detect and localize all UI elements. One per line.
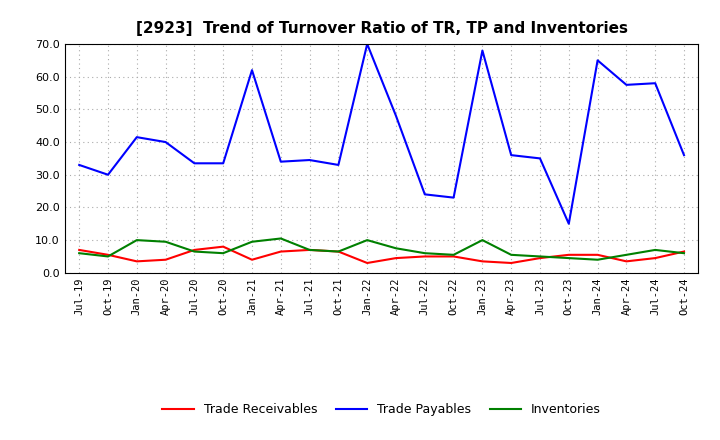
Trade Receivables (132, 259, 141, 264)
Trade Receivables (104, 252, 112, 257)
Trade Payables (564, 221, 573, 227)
Inventories (536, 254, 544, 259)
Trade Payables (536, 156, 544, 161)
Inventories (104, 254, 112, 259)
Trade Receivables (161, 257, 170, 262)
Inventories (363, 238, 372, 243)
Inventories (190, 249, 199, 254)
Inventories (507, 252, 516, 257)
Trade Payables (622, 82, 631, 88)
Trade Payables (651, 81, 660, 86)
Inventories (680, 250, 688, 256)
Inventories (248, 239, 256, 244)
Trade Receivables (536, 256, 544, 261)
Legend: Trade Receivables, Trade Payables, Inventories: Trade Receivables, Trade Payables, Inven… (157, 398, 606, 421)
Inventories (392, 246, 400, 251)
Trade Receivables (622, 259, 631, 264)
Trade Payables (449, 195, 458, 200)
Inventories (305, 247, 314, 253)
Trade Receivables (363, 260, 372, 266)
Trade Payables (507, 153, 516, 158)
Trade Payables (248, 67, 256, 73)
Trade Receivables (507, 260, 516, 266)
Trade Receivables (305, 247, 314, 253)
Inventories (75, 250, 84, 256)
Line: Trade Receivables: Trade Receivables (79, 247, 684, 263)
Trade Receivables (190, 247, 199, 253)
Trade Receivables (564, 252, 573, 257)
Trade Payables (75, 162, 84, 168)
Trade Receivables (478, 259, 487, 264)
Inventories (420, 250, 429, 256)
Trade Receivables (420, 254, 429, 259)
Trade Payables (334, 162, 343, 168)
Trade Receivables (449, 254, 458, 259)
Inventories (593, 257, 602, 262)
Trade Receivables (248, 257, 256, 262)
Trade Receivables (75, 247, 84, 253)
Trade Payables (190, 161, 199, 166)
Trade Receivables (334, 249, 343, 254)
Inventories (219, 250, 228, 256)
Trade Payables (305, 158, 314, 163)
Inventories (449, 252, 458, 257)
Trade Receivables (680, 249, 688, 254)
Inventories (161, 239, 170, 244)
Title: [2923]  Trend of Turnover Ratio of TR, TP and Inventories: [2923] Trend of Turnover Ratio of TR, TP… (135, 21, 628, 36)
Inventories (651, 247, 660, 253)
Inventories (132, 238, 141, 243)
Inventories (564, 256, 573, 261)
Trade Receivables (392, 256, 400, 261)
Inventories (276, 236, 285, 241)
Trade Payables (420, 192, 429, 197)
Trade Payables (161, 139, 170, 145)
Trade Payables (276, 159, 285, 164)
Inventories (622, 252, 631, 257)
Inventories (334, 249, 343, 254)
Trade Payables (219, 161, 228, 166)
Trade Receivables (593, 252, 602, 257)
Trade Payables (132, 135, 141, 140)
Trade Payables (363, 41, 372, 47)
Trade Payables (593, 58, 602, 63)
Inventories (478, 238, 487, 243)
Trade Receivables (276, 249, 285, 254)
Trade Payables (392, 113, 400, 118)
Line: Trade Payables: Trade Payables (79, 44, 684, 224)
Trade Payables (104, 172, 112, 177)
Line: Inventories: Inventories (79, 238, 684, 260)
Trade Receivables (651, 256, 660, 261)
Trade Payables (680, 153, 688, 158)
Trade Payables (478, 48, 487, 53)
Trade Receivables (219, 244, 228, 249)
